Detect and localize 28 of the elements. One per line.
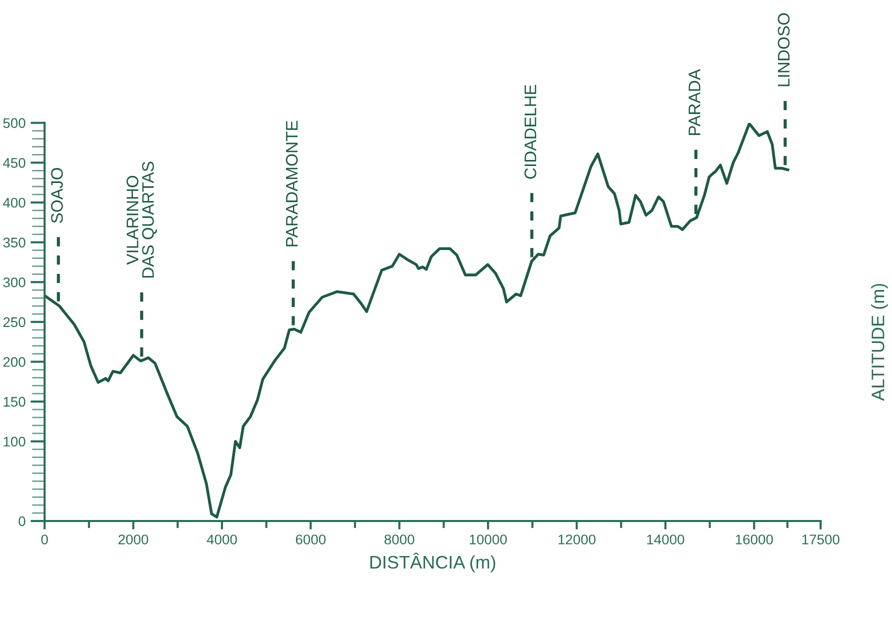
x-tick-label: 17500 <box>802 534 840 544</box>
ref-line-label: LINDOSO <box>778 13 790 86</box>
x-tick-label: 8000 <box>384 534 414 544</box>
ref-line-label: CIDADELHE <box>524 84 536 179</box>
x-tick-label: 14000 <box>647 534 684 544</box>
y-tick-label: 100 <box>4 436 26 447</box>
x-tick-label: 0 <box>41 534 48 544</box>
x-tick-label: 10000 <box>470 534 507 544</box>
y-tick-label: 0 <box>18 516 26 526</box>
ref-line-label: VILARINHO DAS QUARTAS <box>126 162 157 278</box>
y-tick-label: 300 <box>3 277 26 288</box>
y-tick-label: 250 <box>3 317 26 328</box>
ref-line-label: PARADAMONTE <box>286 120 298 246</box>
y-tick-label: 350 <box>3 238 26 248</box>
ref-line-label: PARADA <box>688 69 700 135</box>
y-tick-label: 450 <box>3 158 26 168</box>
x-tick-label: 6000 <box>296 534 326 544</box>
x-axis-title: DISTÂNCIA (m) <box>370 552 496 572</box>
x-tick-label: 12000 <box>558 534 596 544</box>
ref-line-label: SOAJO <box>51 168 63 223</box>
x-tick-label: 2000 <box>118 534 148 544</box>
y-tick-label: 150 <box>4 396 26 407</box>
x-tick-label: 4000 <box>206 534 237 544</box>
y-tick-label: 200 <box>3 357 26 367</box>
y-tick-label: 500 <box>3 118 26 128</box>
x-tick-label: 16000 <box>736 534 773 544</box>
y-axis-title: ALTITUDE (m) <box>871 284 888 401</box>
y-tick-label: 400 <box>3 198 26 208</box>
